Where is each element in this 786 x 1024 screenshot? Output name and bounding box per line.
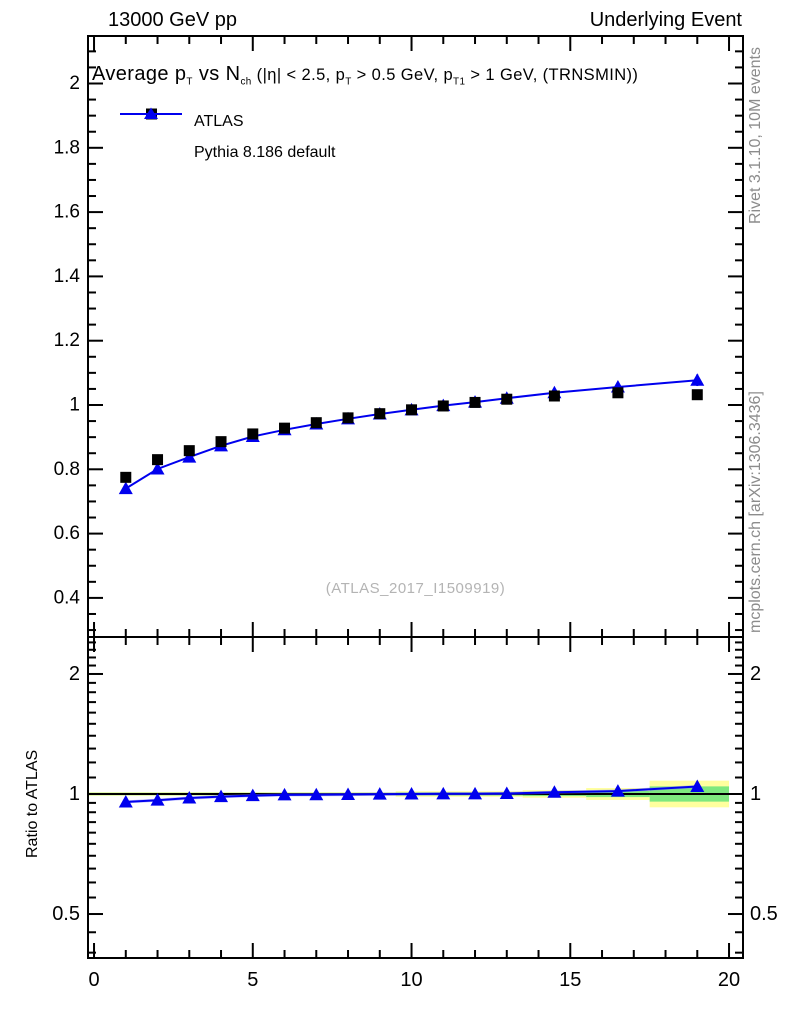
svg-text:1.8: 1.8 [54, 137, 80, 158]
svg-text:1: 1 [69, 783, 80, 805]
svg-text:0.4: 0.4 [54, 587, 81, 608]
watermark: (ATLAS_2017_I1509919) [325, 580, 506, 597]
mcplots-arxiv-note: mcplots.cern.ch [arXiv:1306.3436] [747, 391, 764, 633]
svg-text:1.4: 1.4 [54, 266, 81, 287]
svg-text:0.6: 0.6 [54, 523, 80, 544]
svg-text:1.2: 1.2 [54, 330, 80, 351]
main-series-atlas [120, 387, 703, 483]
svg-text:10: 10 [400, 969, 422, 991]
svg-text:5: 5 [247, 969, 258, 991]
svg-text:2: 2 [69, 73, 80, 94]
svg-text:1: 1 [69, 395, 80, 416]
rivet-version-note: Rivet 3.1.10, 10M events [747, 47, 764, 224]
plot-title: Average pT vs Nch (|η| < 2.5, pT > 0.5 G… [92, 63, 639, 88]
ratio-axis-label: Ratio to ATLAS [24, 749, 41, 858]
svg-text:0.5: 0.5 [52, 903, 80, 925]
ratio-series-pythia [118, 779, 705, 808]
svg-text:1: 1 [750, 783, 761, 805]
svg-text:0: 0 [88, 969, 99, 991]
axis-ticks [88, 36, 743, 958]
legend: ATLAS Pythia 8.186 default [118, 106, 335, 168]
svg-text:2: 2 [750, 663, 761, 685]
svg-text:1.6: 1.6 [54, 202, 80, 223]
analysis-group-label: Underlying Event [589, 9, 742, 31]
plot-frames [87, 35, 744, 959]
legend-item-pythia: Pythia 8.186 default [118, 107, 336, 168]
svg-text:15: 15 [559, 969, 581, 991]
legend-label: ATLAS [194, 112, 244, 130]
legend-label: Pythia 8.186 default [194, 143, 336, 161]
axis-tick-labels: 0.40.60.811.21.41.61.820.5 0.51 12 20 5 10 15 2… [52, 73, 778, 991]
svg-text:0.5: 0.5 [750, 903, 778, 925]
svg-text:0.8: 0.8 [54, 459, 80, 480]
svg-text:20: 20 [718, 969, 740, 991]
svg-text:2: 2 [69, 663, 80, 685]
beam-energy-label: 13000 GeV pp [108, 9, 237, 31]
